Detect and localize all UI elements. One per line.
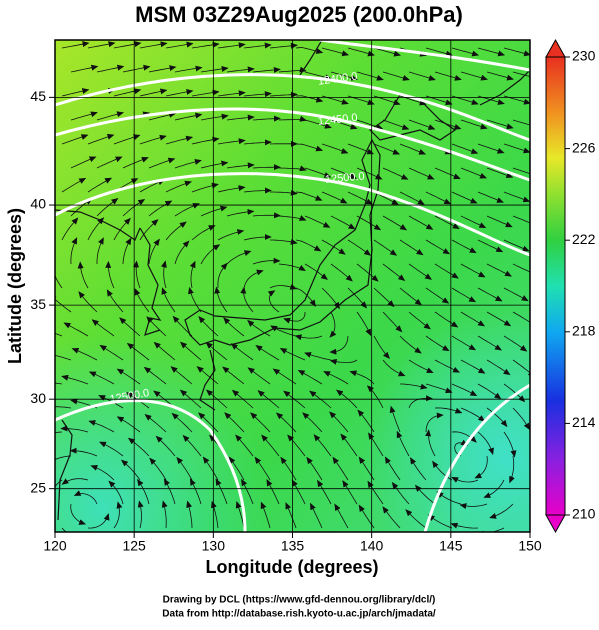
y-tick-label: 45 (30, 88, 46, 104)
y-tick-label: 25 (30, 479, 46, 495)
credit: Drawing by DCL (https://www.gfd-dennou.o… (163, 595, 436, 606)
title: MSM 03Z29Aug2025 (200.0hPa) (135, 2, 463, 27)
x-tick-label: 125 (122, 538, 146, 554)
x-tick-label: 140 (360, 538, 384, 554)
colorbar-tick-label: 210 (572, 506, 596, 522)
colorbar-tick-label: 226 (572, 139, 596, 155)
y-tick-label: 35 (30, 296, 46, 312)
colorbar (546, 57, 565, 515)
y-tick-label: 40 (30, 196, 46, 212)
x-tick-label: 135 (281, 538, 305, 554)
credit: Data from http://database.rish.kyoto-u.a… (162, 609, 436, 620)
colorbar-tick-label: 222 (572, 231, 596, 247)
colorbar-over (546, 40, 565, 57)
x-tick-label: 145 (439, 538, 463, 554)
colorbar-tick-label: 218 (572, 323, 596, 339)
x-tick-label: 130 (202, 538, 226, 554)
y-tick-label: 30 (30, 390, 46, 406)
x-tick-label: 120 (43, 538, 67, 554)
x-tick-label: 150 (518, 538, 542, 554)
colorbar-tick-label: 214 (572, 414, 596, 430)
colorbar-axis: 210 214 218 222 226 230 (565, 48, 596, 522)
y-axis-label: Latitude (degrees) (5, 208, 25, 364)
colorbar-tick-label: 230 (572, 48, 596, 64)
colorbar-under (546, 515, 565, 532)
x-axis-label: Longitude (degrees) (205, 557, 378, 577)
